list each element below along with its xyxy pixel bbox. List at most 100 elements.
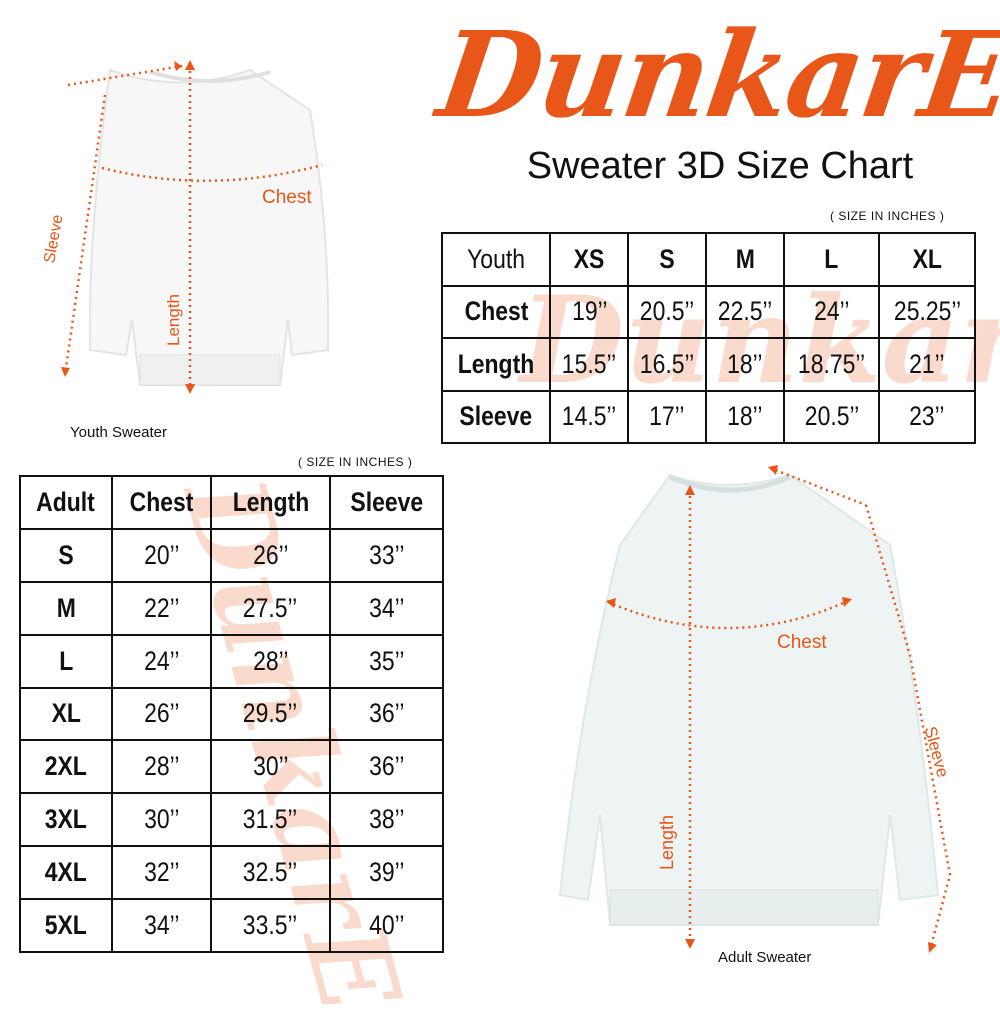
table-cell: L — [19, 633, 113, 689]
cell-text: L — [58, 645, 73, 676]
cell-text: 20.5’’ — [639, 296, 695, 327]
cell-text: 35’’ — [368, 645, 405, 676]
cell-text: 26’’ — [143, 698, 180, 729]
brand-logo: DunkarE — [430, 5, 1000, 144]
cell-text: 18’’ — [727, 401, 763, 432]
cell-text: 18.75’’ — [798, 348, 866, 379]
table-cell: 25.25’’ — [878, 284, 976, 339]
table-cell: 33.5’’ — [210, 898, 331, 953]
cell-text: Sleeve — [459, 401, 533, 432]
adult-length-label: Length — [657, 814, 678, 871]
table-cell: 28’’ — [110, 739, 213, 795]
table-row: Length 15.5’’ 16.5’’ 18’’ 18.75’’ 21’’ — [440, 337, 976, 392]
cell-text: S — [659, 243, 675, 274]
table-cell: 35’’ — [328, 633, 445, 689]
cell-text: Chest — [464, 296, 529, 327]
cell-text: 21’’ — [909, 348, 945, 379]
table-cell: 21’’ — [878, 337, 976, 392]
table-cell: 29.5’’ — [210, 686, 331, 742]
cell-text: 25.25’’ — [893, 296, 961, 327]
cell-text: 24’’ — [143, 645, 180, 676]
cell-text: 34’’ — [143, 910, 180, 940]
table-cell: 23’’ — [878, 389, 976, 444]
table-cell: 24’’ — [110, 633, 213, 689]
cell-text: 24’’ — [814, 296, 850, 327]
table-row: S 20’’ 26’’ 33’’ — [19, 527, 445, 583]
column-header: M — [705, 232, 785, 287]
cell-text: Length — [457, 348, 535, 379]
cell-text: 26’’ — [252, 539, 289, 570]
table-cell: XL — [19, 686, 113, 742]
table-cell: 32.5’’ — [210, 845, 331, 900]
table-cell: 20’’ — [110, 527, 213, 583]
cell-text: 14.5’’ — [562, 401, 617, 432]
cell-text: Adult — [36, 486, 96, 517]
column-header: Sleeve — [328, 475, 445, 530]
table-row: 4XL 32’’ 32.5’’ 39’’ — [19, 845, 445, 900]
table-cell: 38’’ — [328, 792, 445, 848]
table-cell: 30’’ — [110, 792, 213, 848]
table-cell: 26’’ — [110, 686, 213, 742]
column-header: S — [627, 232, 708, 287]
column-header: Chest — [110, 475, 213, 530]
cell-text: 34’’ — [368, 592, 405, 623]
youth-length-label: Length — [164, 294, 183, 346]
table-cell: 22’’ — [110, 580, 213, 636]
youth-sweater-image — [61, 60, 330, 394]
cell-text: 30’’ — [143, 804, 180, 835]
table-cell: 30’’ — [210, 739, 331, 795]
page-title: Sweater 3D Size Chart — [526, 145, 914, 187]
cell-text: 22.5’’ — [717, 296, 773, 327]
table-cell: 22.5’’ — [705, 284, 785, 339]
table-cell: 24’’ — [782, 284, 881, 339]
table-row: XL 26’’ 29.5’’ 36’’ — [19, 686, 445, 742]
cell-text: 32.5’’ — [243, 857, 298, 888]
cell-text: 31.5’’ — [243, 804, 298, 835]
cell-text: 5XL — [44, 910, 87, 940]
table-cell: 5XL — [19, 898, 113, 953]
table-row: 2XL 28’’ 30’’ 36’’ — [19, 739, 445, 795]
table-cell: 4XL — [19, 845, 113, 900]
cell-text: 16.5’’ — [639, 348, 695, 379]
table-cell: 31.5’’ — [210, 792, 331, 848]
table-cell: 18.75’’ — [782, 337, 881, 392]
adult-chest-label: Chest — [777, 632, 827, 653]
table-cell: 18’’ — [705, 337, 785, 392]
table-cell: 26’’ — [210, 527, 331, 583]
cell-text: Sleeve — [350, 486, 423, 517]
table-cell: 14.5’’ — [549, 389, 630, 444]
table-cell: 36’’ — [328, 686, 445, 742]
cell-text: 36’’ — [368, 751, 405, 782]
table-cell: 34’’ — [328, 580, 445, 636]
cell-text: 2XL — [44, 751, 87, 782]
adult-unit-note: ( SIZE IN INCHES ) — [298, 455, 413, 469]
cell-text: 27.5’’ — [243, 592, 298, 623]
table-cell: 20.5’’ — [627, 284, 708, 339]
adult-size-table: Adult Chest Length Sleeve S 20’’ 26’’ 33’’ M 22’’… — [19, 475, 445, 953]
table-cell: 40’’ — [328, 898, 445, 953]
youth-chest-label: Chest — [262, 187, 312, 208]
cell-text: 17’’ — [649, 401, 685, 432]
table-row: L 24’’ 28’’ 35’’ — [19, 633, 445, 689]
cell-text: XS — [573, 243, 605, 274]
table-cell: M — [19, 580, 113, 636]
table-cell: 32’’ — [110, 845, 213, 900]
table-row: 5XL 34’’ 33.5’’ 40’’ — [19, 898, 445, 953]
cell-text: 30’’ — [252, 751, 289, 782]
cell-text: 32’’ — [143, 857, 180, 888]
table-row: 3XL 30’’ 31.5’’ 38’’ — [19, 792, 445, 848]
cell-text: 22’’ — [143, 592, 180, 623]
cell-text: Youth — [467, 243, 526, 274]
table-cell: 2XL — [19, 739, 113, 795]
cell-text: XL — [51, 698, 81, 729]
table-header-row: Youth XS S M L XL — [440, 232, 976, 287]
table-cell: 20.5’’ — [782, 389, 881, 444]
table-row: M 22’’ 27.5’’ 34’’ — [19, 580, 445, 636]
cell-text: 23’’ — [909, 401, 945, 432]
column-header: Youth — [440, 232, 552, 287]
table-cell: 27.5’’ — [210, 580, 331, 636]
cell-text: 33.5’’ — [243, 910, 298, 940]
cell-text: XL — [912, 243, 942, 274]
adult-sweater-label: Adult Sweater — [718, 949, 812, 966]
table-cell: 18’’ — [705, 389, 785, 444]
